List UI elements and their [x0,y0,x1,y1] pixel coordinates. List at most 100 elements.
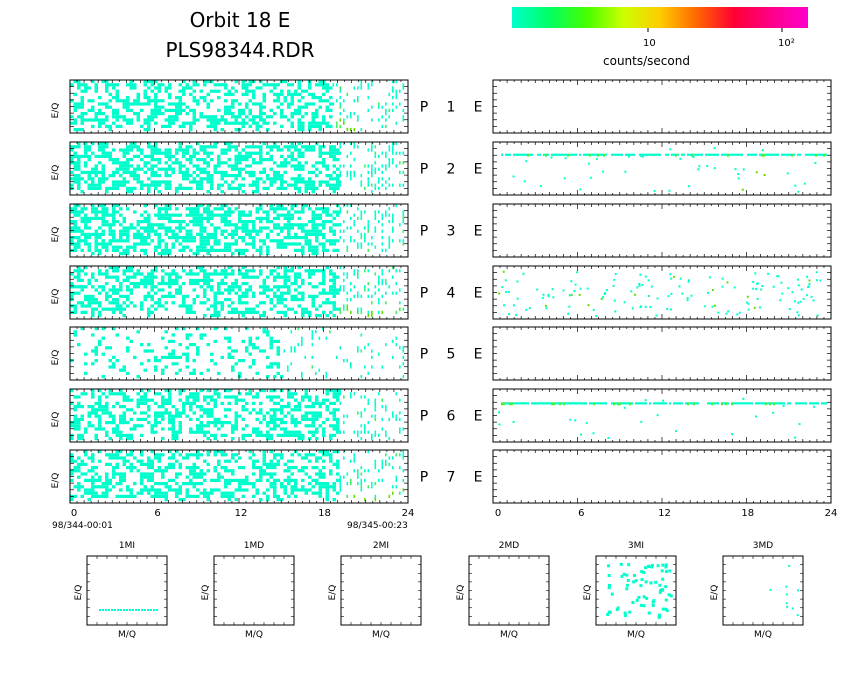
heatmap-cell [136,154,140,158]
heatmap-cell [259,177,263,181]
heatmap-cell [252,220,256,224]
heatmap-cell [112,392,116,396]
heatmap-cell [280,154,284,158]
heatmap-cell [381,177,384,181]
heatmap-cell [203,115,207,119]
heatmap-cell [206,282,210,286]
heatmap-cell [273,362,277,366]
heatmap-cell [98,118,102,122]
heatmap-cell [290,414,294,418]
heatmap-cell [175,437,179,441]
heatmap-cell [290,183,294,187]
heatmap-cell [213,164,217,168]
heatmap-cell [122,294,126,298]
heatmap-cell [655,153,657,156]
heatmap-cell [203,333,207,337]
heatmap-cell [259,170,263,174]
heatmap-cell [157,242,161,246]
heatmap-cell [259,226,263,230]
heatmap-cell [112,310,116,314]
heatmap-cell [182,148,186,152]
heatmap-cell [147,278,151,282]
heatmap-cell [129,226,133,230]
heatmap-cell [318,242,322,246]
heatmap-cell [297,161,301,165]
heatmap-cell [175,232,179,236]
heatmap-cell [227,395,231,399]
heatmap-cell [98,272,102,276]
heatmap-cell [136,148,140,152]
heatmap-cell [262,288,266,292]
heatmap-cell [224,389,228,393]
heatmap-cell [168,115,172,119]
heatmap-cell [189,154,193,158]
heatmap-cell [325,164,329,168]
heatmap-cell [196,174,200,178]
heatmap-cell [332,145,336,149]
heatmap-cell [140,362,144,366]
heatmap-cell [77,158,81,162]
heatmap-cell [150,148,154,152]
heatmap-cell [77,213,81,217]
heatmap-cell [248,389,252,393]
heatmap-cell [154,232,158,236]
heatmap-cell [91,177,95,181]
heatmap-cell [147,343,151,347]
heatmap-cell [399,411,401,415]
heatmap-cell [781,292,784,295]
heatmap-cell [150,226,154,230]
heatmap-cell [94,437,98,441]
heatmap-cell [392,80,394,84]
heatmap-cell [213,236,217,240]
heatmap-cell [343,304,345,308]
heatmap-cell [206,190,210,194]
heatmap-cell [196,83,200,87]
heatmap-cell [147,398,151,402]
heatmap-cell [599,153,601,156]
heatmap-cell [84,213,88,217]
heatmap-cell [73,223,77,227]
heatmap-cell [80,83,84,87]
heatmap-cell [613,278,616,281]
heatmap-cell [280,226,284,230]
heatmap-cell [402,115,405,119]
heatmap-cell [227,183,231,187]
heatmap-cell [122,248,126,252]
heatmap-cell [213,213,217,217]
heatmap-cell [756,297,759,300]
heatmap-cell [105,210,109,214]
heatmap-cell [224,245,228,249]
heatmap-cell [227,145,231,149]
heatmap-cell [91,349,95,353]
heatmap-cell [150,154,154,158]
heatmap-cell [266,158,270,162]
heatmap-cell [741,153,743,156]
heatmap-cell [150,89,154,93]
heatmap-cell [73,207,77,211]
heatmap-cell [697,168,700,171]
heatmap-cell [189,207,193,211]
heatmap-cell [245,226,249,230]
heatmap-cell [752,280,755,283]
heatmap-cell [357,118,359,122]
heatmap-cell [150,398,154,402]
heatmap-cell [224,236,228,240]
heatmap-cell [266,236,270,240]
heatmap-cell [231,167,235,171]
heatmap-cell [262,301,266,305]
heatmap-cell [224,142,228,146]
heatmap-cell [161,405,165,409]
heatmap-cell [84,294,88,298]
heatmap-cell [140,272,144,276]
heatmap-cell [690,294,693,297]
heatmap-cell [767,153,769,156]
heatmap-cell [161,398,165,402]
heatmap-cell [105,223,109,227]
heatmap-cell [280,427,284,431]
heatmap-cell [150,174,154,178]
heatmap-cell [273,170,277,174]
heatmap-cell [161,248,165,252]
heatmap-cell [231,368,235,372]
heatmap-cell [819,153,821,156]
heatmap-cell [381,282,384,286]
